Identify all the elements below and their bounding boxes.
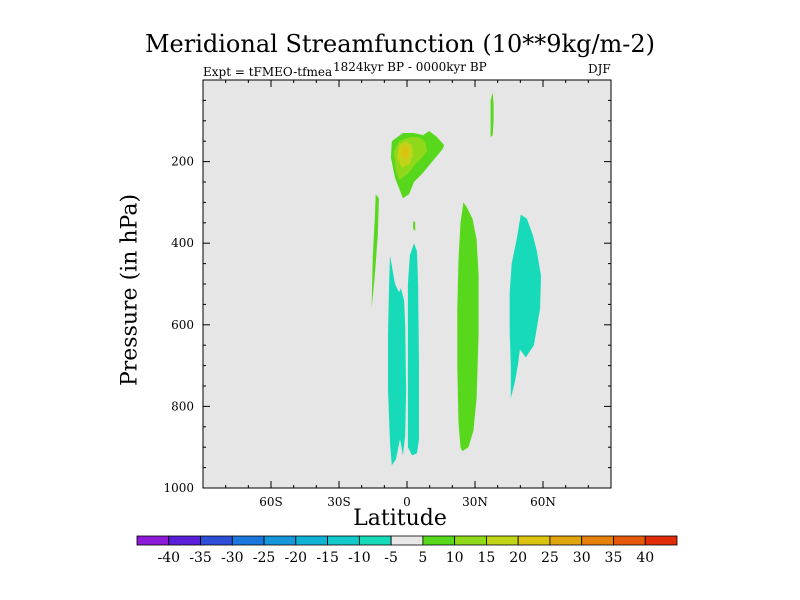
colorbar-box-1 bbox=[136, 535, 170, 546]
colorbar-label: -25 bbox=[253, 550, 276, 566]
colorbar-box-15 bbox=[581, 535, 614, 546]
colorbar: -40 -35 -30 -25 -20 -15 -10 -5 5 10 15 20 25 30 35 40 bbox=[136, 535, 678, 566]
colorbar-label: -30 bbox=[221, 550, 244, 566]
chart-title: Meridional Streamfunction (10**9kg/m-2) bbox=[144, 30, 656, 58]
contour-region-1 bbox=[388, 255, 407, 466]
x-tick-label: 60S bbox=[259, 495, 283, 509]
colorbar-label: 10 bbox=[446, 550, 464, 566]
y-tick-label: 800 bbox=[171, 399, 194, 413]
colorbar-label: 35 bbox=[605, 550, 623, 566]
colorbar-box-17 bbox=[644, 535, 678, 546]
colorbar-box-9 bbox=[390, 535, 424, 546]
contour-region-5 bbox=[371, 194, 379, 309]
colorbar-label: -40 bbox=[157, 550, 180, 566]
contour-region-11 bbox=[490, 92, 494, 138]
colorbar-label: -15 bbox=[316, 550, 339, 566]
y-tick-label: 200 bbox=[171, 155, 194, 169]
x-tick-label: 30S bbox=[327, 495, 351, 509]
colorbar-label: 30 bbox=[573, 550, 591, 566]
y-tick-label: 1000 bbox=[163, 481, 194, 495]
experiment-label: Expt = tFMEO-tfmea bbox=[203, 65, 333, 79]
x-tick-label: 60N bbox=[530, 495, 556, 509]
colorbar-box-5 bbox=[263, 535, 297, 546]
season-label: DJF bbox=[588, 62, 611, 76]
axis-ticks: 60S 30S 0 30N 60N 200 400 600 800 1000 bbox=[163, 80, 611, 509]
colorbar-label: 15 bbox=[477, 550, 495, 566]
colorbar-box-14 bbox=[549, 535, 583, 546]
y-tick-label: 600 bbox=[171, 318, 194, 332]
colorbar-label: 40 bbox=[636, 550, 654, 566]
colorbar-box-7 bbox=[327, 535, 360, 546]
period-label: 1824kyr BP - 0000kyr BP bbox=[333, 60, 487, 74]
colorbar-box-4 bbox=[231, 535, 265, 546]
colorbar-box-6 bbox=[295, 535, 328, 546]
colorbar-box-2 bbox=[168, 535, 201, 546]
colorbar-box-10 bbox=[422, 535, 456, 546]
contour-region-9 bbox=[400, 146, 409, 160]
colorbar-box-12 bbox=[486, 535, 519, 546]
colorbar-label: -20 bbox=[285, 550, 308, 566]
contour-regions bbox=[371, 92, 541, 466]
x-tick-label: 0 bbox=[403, 495, 411, 509]
colorbar-label: 25 bbox=[541, 550, 559, 566]
contour-region-10 bbox=[413, 220, 416, 231]
colorbar-label: -35 bbox=[189, 550, 212, 566]
colorbar-box-8 bbox=[358, 535, 392, 546]
colorbar-box-13 bbox=[517, 535, 551, 546]
colorbar-label: -5 bbox=[384, 550, 398, 566]
contour-region-3 bbox=[509, 214, 541, 399]
colorbar-box-11 bbox=[454, 535, 487, 546]
colorbar-label: 5 bbox=[418, 550, 427, 566]
x-tick-label: 30N bbox=[462, 495, 488, 509]
y-tick-label: 400 bbox=[171, 236, 194, 250]
x-axis-label: Latitude bbox=[353, 506, 447, 531]
contour-region-4 bbox=[457, 202, 479, 452]
colorbar-box-16 bbox=[613, 535, 646, 546]
colorbar-label: -10 bbox=[348, 550, 371, 566]
colorbar-label: 20 bbox=[509, 550, 527, 566]
colorbar-box-3 bbox=[200, 535, 233, 546]
contour-region-2 bbox=[407, 243, 419, 456]
